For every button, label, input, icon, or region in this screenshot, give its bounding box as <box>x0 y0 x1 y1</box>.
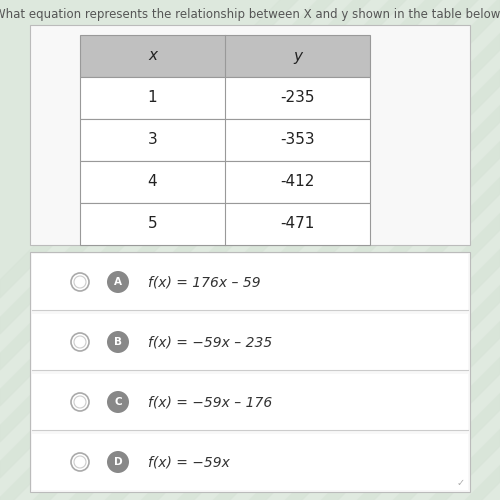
Text: x: x <box>148 48 157 64</box>
Bar <box>32 254 468 310</box>
Circle shape <box>107 391 129 413</box>
Bar <box>32 314 468 370</box>
Bar <box>80 77 370 119</box>
Text: f(x) = 176x – 59: f(x) = 176x – 59 <box>148 275 260 289</box>
Text: A: A <box>114 277 122 287</box>
Text: f(x) = −59x – 176: f(x) = −59x – 176 <box>148 395 272 409</box>
Text: 1: 1 <box>148 90 158 106</box>
Text: ✓: ✓ <box>457 478 465 488</box>
Text: f(x) = −59x: f(x) = −59x <box>148 455 230 469</box>
Text: 4: 4 <box>148 174 158 190</box>
Bar <box>32 434 468 490</box>
Bar <box>80 119 370 161</box>
Bar <box>80 203 370 245</box>
Text: -353: -353 <box>280 132 315 148</box>
Circle shape <box>107 271 129 293</box>
Bar <box>32 374 468 430</box>
Text: D: D <box>114 457 122 467</box>
Text: -235: -235 <box>280 90 315 106</box>
Text: What equation represents the relationship between X and y shown in the table bel: What equation represents the relationshi… <box>0 8 500 21</box>
Text: C: C <box>114 397 122 407</box>
Text: 5: 5 <box>148 216 158 232</box>
Text: y: y <box>293 48 302 64</box>
Text: B: B <box>114 337 122 347</box>
Text: f(x) = −59x – 235: f(x) = −59x – 235 <box>148 335 272 349</box>
Text: -471: -471 <box>280 216 314 232</box>
Bar <box>80 161 370 203</box>
Text: -412: -412 <box>280 174 314 190</box>
Bar <box>30 25 470 245</box>
Circle shape <box>107 331 129 353</box>
Bar <box>80 35 370 77</box>
Circle shape <box>107 451 129 473</box>
Text: 3: 3 <box>148 132 158 148</box>
Bar <box>30 252 470 492</box>
